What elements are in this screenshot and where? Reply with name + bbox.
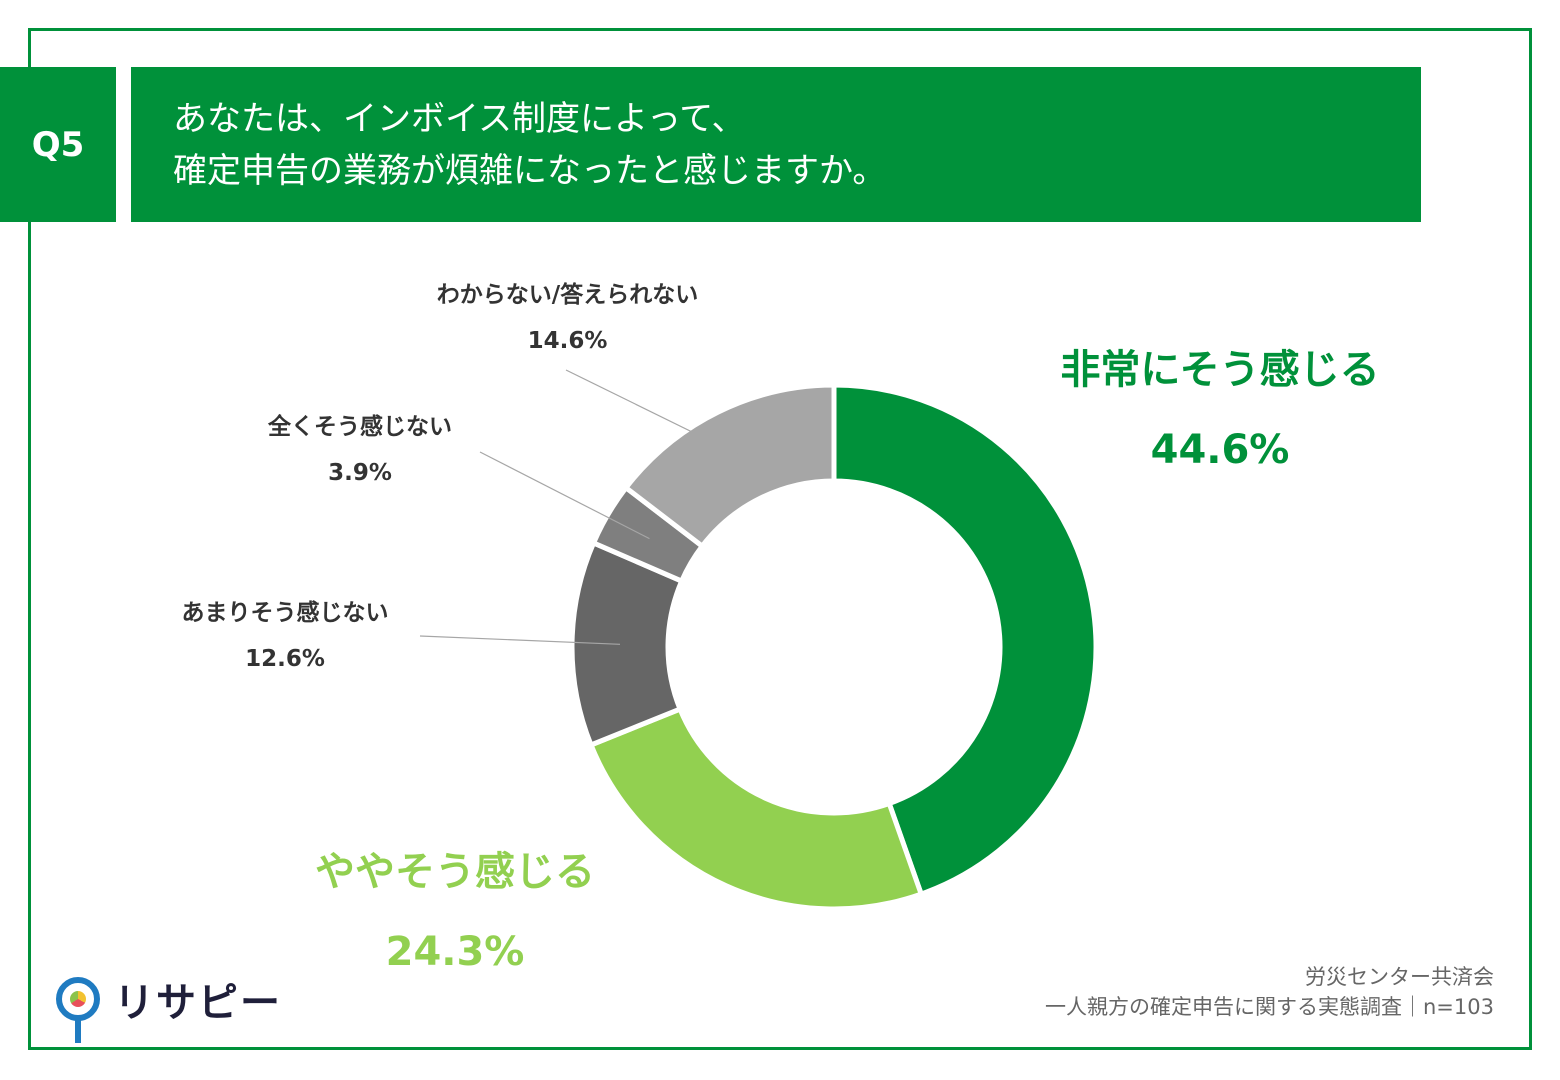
risapy-logo-text: リサピー bbox=[114, 980, 282, 1026]
label-very-much: 非常にそう感じる 44.6% bbox=[1010, 330, 1430, 490]
leader-line-not-at-all bbox=[479, 451, 650, 540]
label-very-much-value: 44.6% bbox=[1150, 427, 1290, 473]
label-dont-know-category: わからない/答えられない bbox=[436, 282, 699, 308]
label-dont-know-value: 14.6% bbox=[527, 328, 608, 354]
label-not-much-category: あまりそう感じない bbox=[181, 600, 389, 626]
chart-frame bbox=[28, 28, 1532, 1050]
label-not-much: あまりそう感じない 12.6% bbox=[140, 590, 430, 682]
question-title-line-2: 確定申告の業務が煩雑になったと感じますか。 bbox=[173, 151, 887, 191]
label-not-much-value: 12.6% bbox=[245, 646, 325, 672]
slice-dont-know bbox=[622, 382, 837, 550]
risapy-logo: リサピー bbox=[56, 970, 282, 1043]
label-somewhat: ややそう感じる 24.3% bbox=[260, 832, 650, 992]
question-number-badge: Q5 bbox=[0, 67, 116, 222]
leader-line-not-much bbox=[419, 635, 621, 645]
slice-very-much bbox=[831, 382, 1099, 898]
leader-line-dont-know bbox=[565, 369, 740, 456]
label-somewhat-value: 24.3% bbox=[385, 929, 525, 975]
label-dont-know: わからない/答えられない 14.6% bbox=[385, 272, 750, 364]
question-title-line-1: あなたは、インボイス制度によって、 bbox=[173, 99, 746, 139]
question-title: あなたは、インボイス制度によって、 確定申告の業務が煩雑になったと感じますか。 bbox=[131, 67, 1421, 222]
source-survey: 一人親方の確定申告に関する実態調査｜n=103 bbox=[1045, 995, 1494, 1019]
label-not-at-all-category: 全くそう感じない bbox=[268, 414, 452, 440]
risapy-logo-icon bbox=[56, 977, 100, 1043]
source-organization: 労災センター共済会 bbox=[1305, 965, 1494, 989]
label-not-at-all: 全くそう感じない 3.9% bbox=[230, 404, 490, 496]
label-not-at-all-value: 3.9% bbox=[328, 460, 392, 486]
label-very-much-category: 非常にそう感じる bbox=[1060, 347, 1380, 393]
slice-somewhat bbox=[587, 705, 925, 912]
source-note: 労災センター共済会 一人親方の確定申告に関する実態調査｜n=103 bbox=[1045, 962, 1494, 1022]
label-somewhat-category: ややそう感じる bbox=[315, 849, 595, 895]
